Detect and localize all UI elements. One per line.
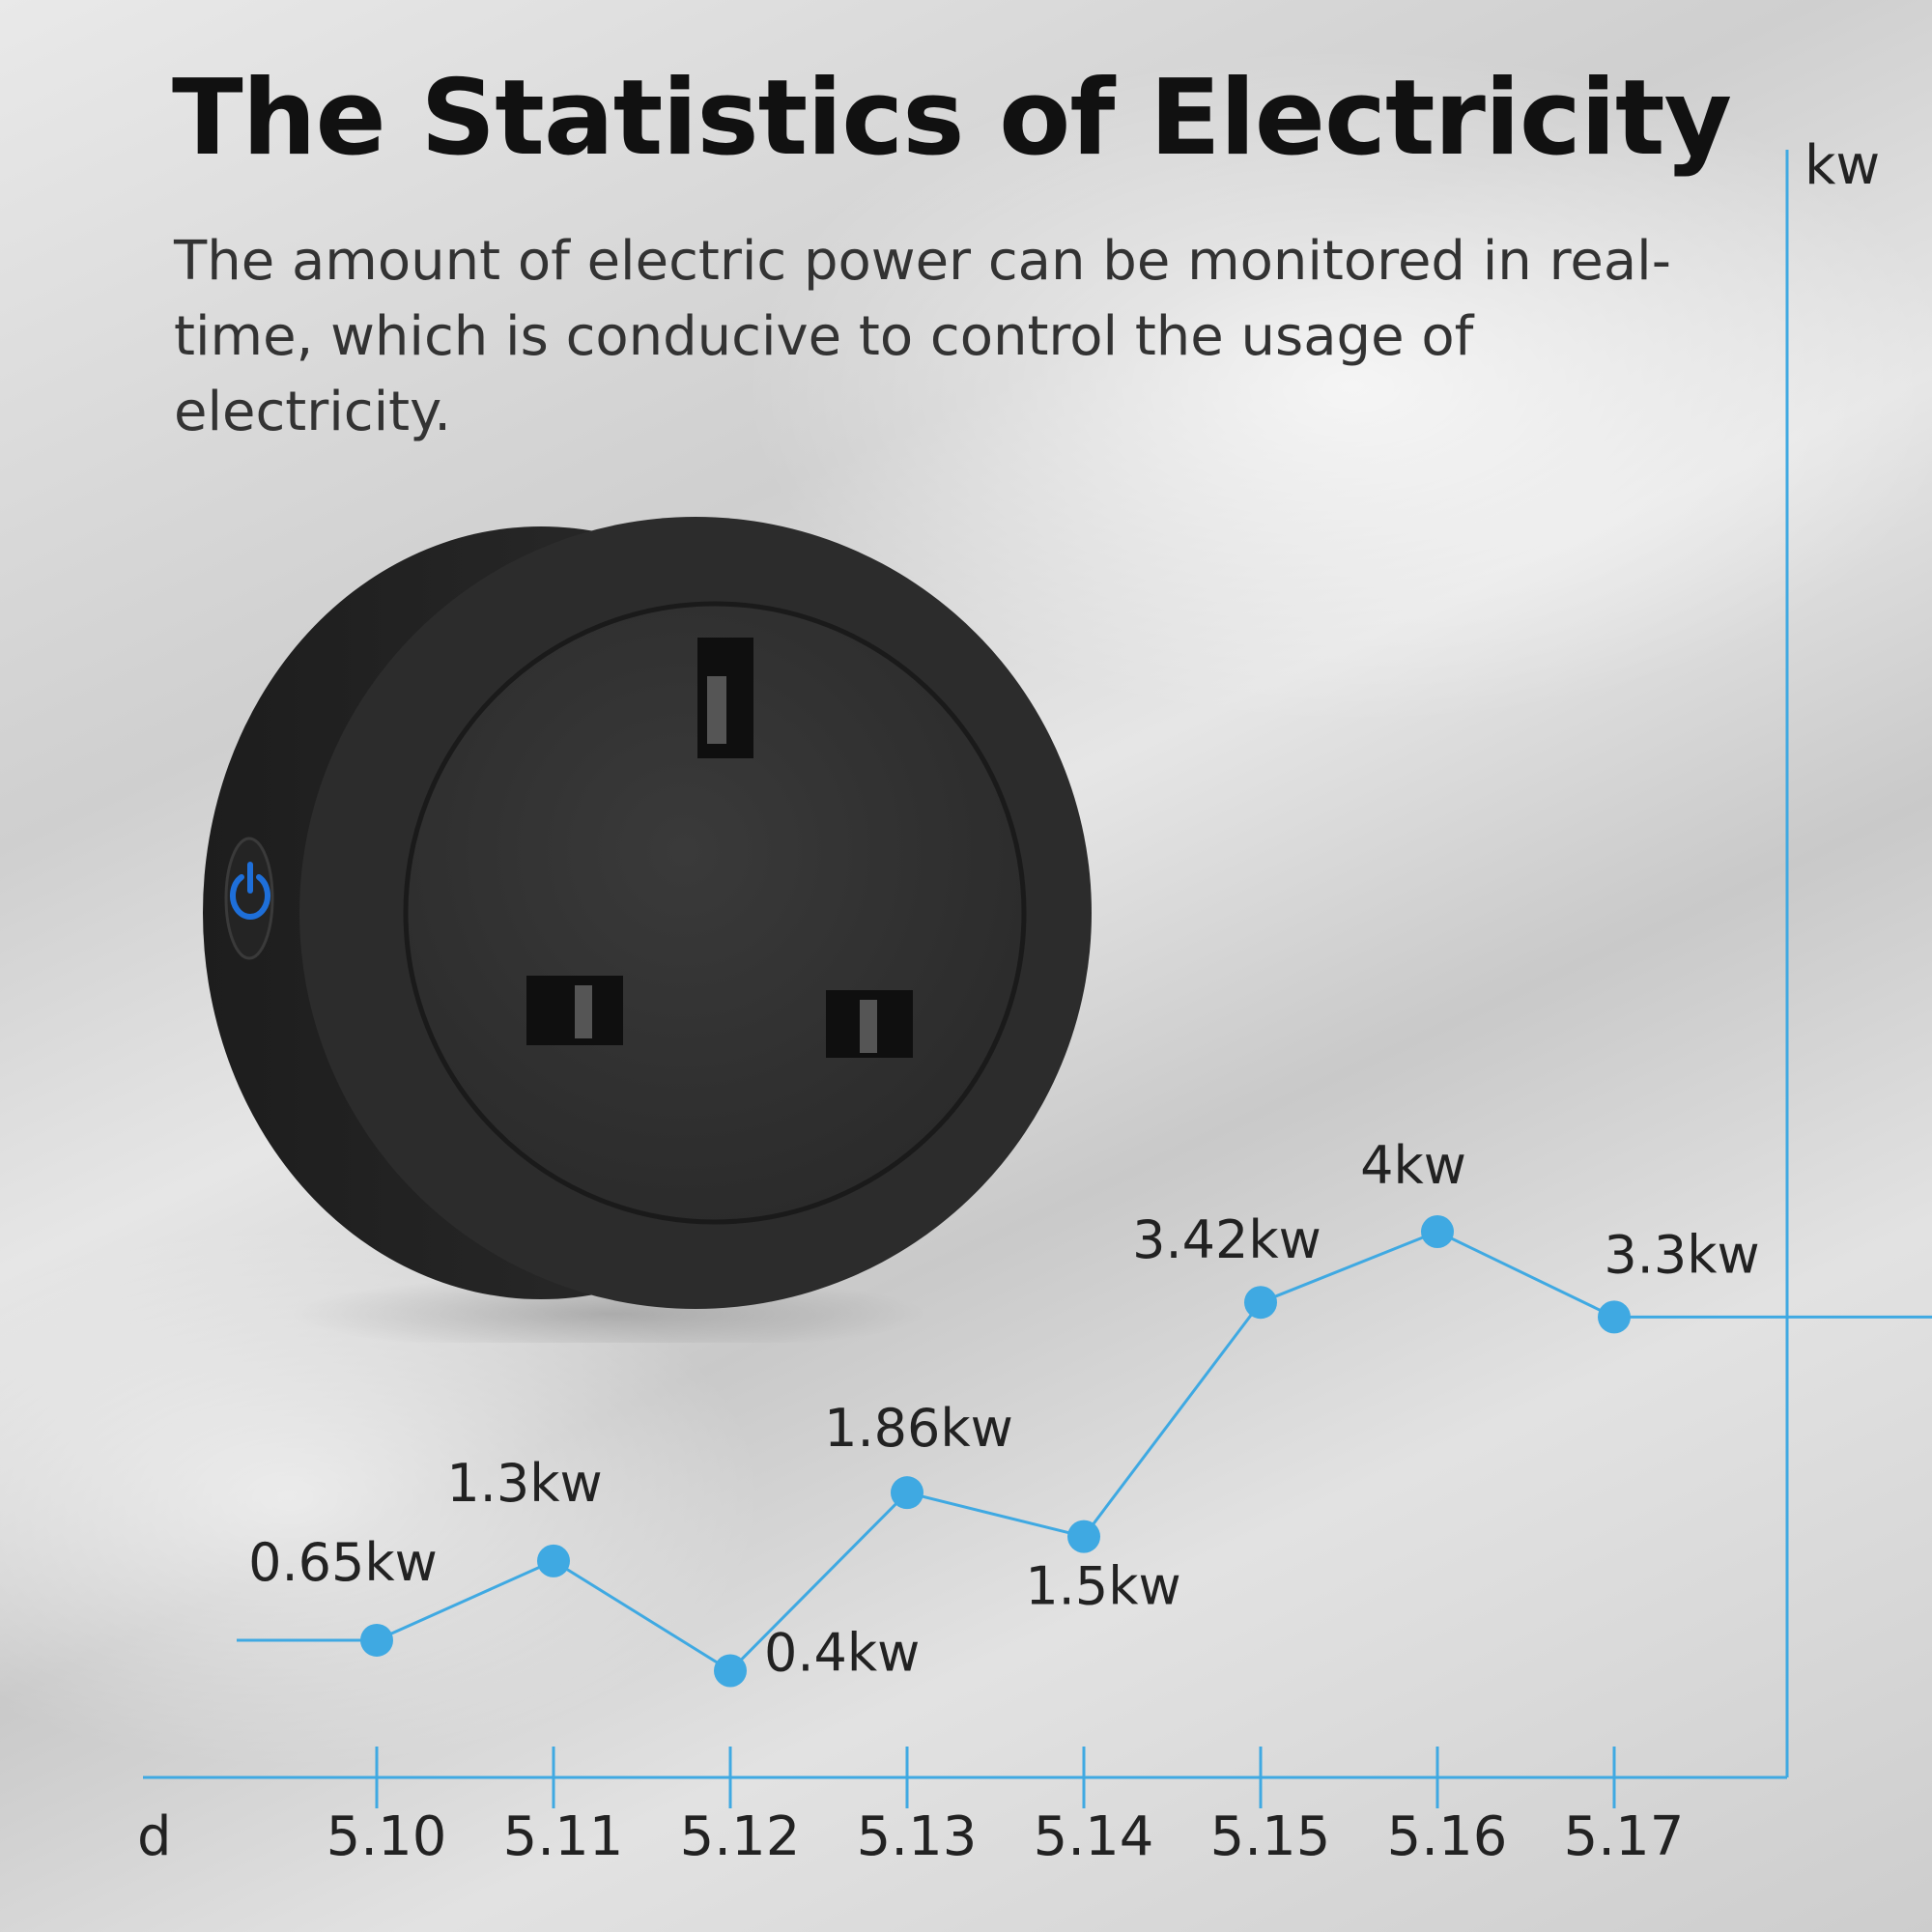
- neutral-slot-contact: [860, 1000, 877, 1053]
- data-point: [537, 1544, 570, 1577]
- x-tick-label: 5.15: [1210, 1805, 1331, 1868]
- data-point: [714, 1654, 747, 1688]
- data-point: [1067, 1520, 1100, 1553]
- x-tick-label: 5.11: [503, 1805, 624, 1868]
- x-tick-label: 5.17: [1564, 1805, 1685, 1868]
- data-label: 3.3kw: [1604, 1224, 1759, 1285]
- uk-smart-plug-icon: [203, 517, 1092, 1343]
- x-tick-label: 5.16: [1387, 1805, 1508, 1868]
- page-subtitle: The amount of electric power can be moni…: [174, 230, 1671, 443]
- x-tick-label: 5.10: [327, 1805, 447, 1868]
- data-point: [1244, 1286, 1277, 1320]
- page-title: The Statistics of Electricity: [172, 58, 1732, 179]
- data-label: 0.65kw: [248, 1532, 438, 1593]
- x-axis-label: d: [137, 1805, 172, 1868]
- data-point: [891, 1476, 923, 1510]
- chart-lines: [237, 1230, 1932, 1672]
- data-point: [1598, 1300, 1631, 1334]
- plug-face-inner: [403, 601, 1027, 1225]
- data-label: 1.3kw: [446, 1453, 602, 1514]
- y-axis-label: kw: [1804, 134, 1880, 197]
- series-line: [376, 1230, 1615, 1672]
- earth-slot-contact: [707, 676, 726, 744]
- data-point: [360, 1623, 393, 1657]
- data-point: [1421, 1215, 1454, 1248]
- data-label: 1.5kw: [1025, 1556, 1180, 1617]
- live-slot-contact: [575, 985, 592, 1038]
- data-label: 0.4kw: [764, 1623, 920, 1684]
- x-tick-label: 5.14: [1034, 1805, 1154, 1868]
- power-icon: [224, 837, 274, 960]
- data-label: 3.42kw: [1132, 1209, 1321, 1270]
- x-tick-label: 5.13: [857, 1805, 978, 1868]
- data-label: 4kw: [1360, 1135, 1466, 1196]
- chart-axes: 5.10 5.11 5.12 5.13 5.14 5.15 5.16 5.17 d kw: [137, 134, 1880, 1868]
- chart-points: [360, 1215, 1631, 1688]
- x-tick-label: 5.12: [680, 1805, 801, 1868]
- data-label: 1.86kw: [824, 1398, 1013, 1459]
